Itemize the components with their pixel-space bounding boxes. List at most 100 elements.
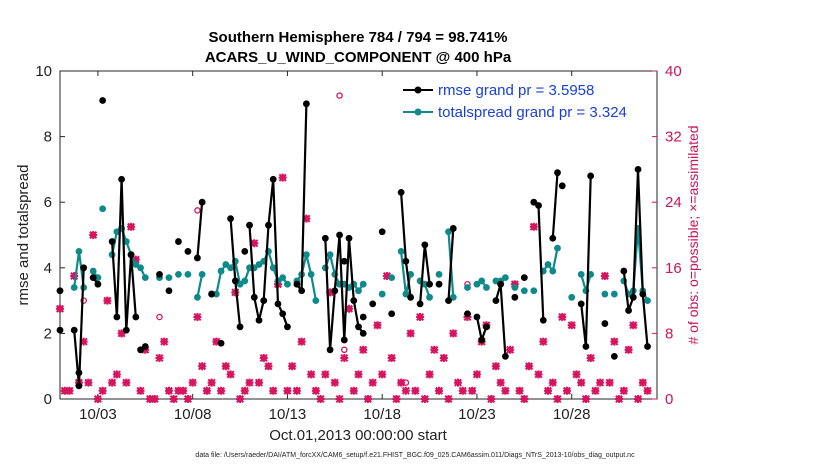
totalspread-point (478, 277, 486, 285)
obs-possible-marker (336, 92, 343, 99)
rmse-point (350, 297, 358, 304)
rmse-point (265, 221, 272, 229)
obs-assimilated-glyph (373, 321, 382, 330)
y-tick-label: 2 (44, 325, 52, 342)
obs-assimilated-glyph (321, 370, 330, 379)
obs-assimilated-glyph (624, 345, 633, 354)
obs-assimilated-glyph (591, 386, 600, 395)
x-tick-label: 10/28 (553, 406, 591, 423)
obs-assimilated-marker (368, 378, 377, 387)
obs-assimilated-glyph (458, 386, 467, 395)
totalspread-point (89, 267, 97, 275)
obs-assimilated-marker (326, 288, 335, 297)
totalspread-point (610, 290, 618, 298)
obs-assimilated-glyph (605, 378, 614, 387)
totalspread-point (520, 287, 528, 295)
totalspread-point (284, 280, 291, 288)
rmse-point (530, 198, 538, 206)
totalspread-point (194, 293, 201, 301)
obs-assimilated-glyph (245, 378, 254, 387)
rmse-point (279, 310, 287, 318)
totalspread-point (113, 228, 121, 236)
obs-assimilated-marker (302, 214, 311, 223)
rmse-point (483, 323, 490, 331)
obs-assimilated-marker (297, 337, 306, 346)
obs-assimilated-glyph (435, 386, 444, 395)
obs-assimilated-marker (108, 378, 117, 387)
totalspread-point (397, 248, 405, 255)
rmse-point (355, 323, 362, 331)
obs-assimilated-glyph (397, 378, 406, 387)
rmse-point (127, 251, 135, 259)
rmse-point (118, 175, 125, 183)
obs-assimilated-marker (226, 370, 235, 379)
rmse-point (132, 313, 140, 321)
rmse-point (416, 300, 424, 308)
obs-assimilated-marker (425, 370, 434, 379)
rmse-line-segment (196, 202, 204, 259)
obs-assimilated-marker (245, 378, 254, 387)
obs-assimilated-glyph (548, 378, 557, 387)
rmse-point (520, 274, 528, 282)
obs-assimilated-glyph (354, 370, 363, 379)
obs-assimilated-marker (382, 271, 391, 281)
obs-assimilated-glyph (581, 394, 590, 404)
obs-assimilated-marker (591, 386, 600, 395)
rmse-point (336, 231, 343, 239)
totalspread-point (511, 284, 519, 291)
obs-assimilated-marker (420, 394, 429, 404)
obs-assimilated-marker (501, 386, 510, 395)
y-tick-label: 4 (44, 260, 52, 277)
rmse-point (407, 293, 415, 301)
obs-assimilated-glyph (382, 271, 391, 281)
totalspread-point (483, 284, 490, 291)
obs-assimilated-marker (520, 394, 529, 404)
obs-assimilated-glyph (136, 386, 145, 395)
obs-assimilated-glyph (363, 394, 372, 404)
obs-assimilated-glyph (501, 386, 510, 395)
rmse-point (473, 313, 481, 321)
right-y-axis-label: # of obs: o=possible; ×=assimilated (685, 125, 701, 344)
obs-assimilated-glyph (193, 312, 202, 322)
totalspread-point (601, 290, 609, 298)
obs-assimilated-marker (449, 329, 458, 338)
obs-assimilated-marker (254, 378, 264, 387)
obs-assimilated-marker (221, 362, 230, 371)
obs-assimilated-marker (240, 386, 249, 395)
obs-assimilated-glyph (226, 370, 235, 379)
rmse-point (639, 290, 647, 298)
totalspread-point (378, 290, 386, 298)
obs-assimilated-glyph (359, 345, 368, 354)
obs-assimilated-glyph (131, 255, 140, 264)
obs-assimilated-glyph (98, 386, 107, 395)
obs-assimilated-marker (164, 386, 173, 395)
obs-assimilated-marker (539, 337, 548, 346)
obs-assimilated-glyph (326, 288, 335, 297)
rmse-point (402, 257, 410, 265)
obs-assimilated-glyph (93, 394, 102, 404)
rmse-point (340, 336, 348, 344)
obs-assimilated-marker (311, 386, 320, 395)
rmse-point (549, 234, 557, 242)
rmse-point (194, 254, 201, 262)
obs-assimilated-marker (150, 394, 159, 404)
obs-assimilated-marker (354, 370, 363, 379)
rmse-point (241, 248, 249, 255)
obs-assimilated-marker (548, 378, 557, 387)
rmse-point (644, 343, 651, 350)
right-y-axis-ticks: 0 8 16 24 32 40 (652, 63, 682, 408)
obs-assimilated-marker (131, 255, 140, 264)
rmse-point (75, 369, 83, 377)
totalspread-point (359, 280, 367, 288)
obs-assimilated-marker (435, 386, 444, 395)
rmse-point (274, 300, 282, 308)
obs-assimilated-marker (643, 386, 652, 395)
obs-assimilated-marker (567, 321, 576, 330)
rmse-point (331, 287, 339, 295)
totalspread-point (312, 297, 320, 304)
obs-assimilated-marker (307, 370, 316, 379)
obs-assimilated-glyph (117, 329, 126, 338)
chart-title-line2: ACARS_U_WIND_COMPONENT @ 400 hPa (205, 49, 512, 66)
rmse-point (435, 280, 443, 288)
